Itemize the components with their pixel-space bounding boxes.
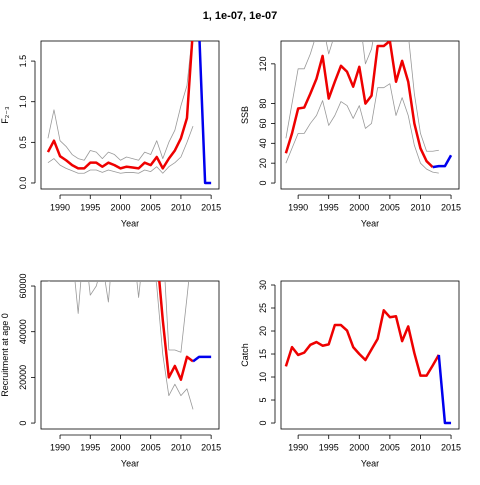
plot-area	[46, 41, 212, 185]
x-tick-label: 1990	[288, 202, 308, 212]
series-line	[284, 41, 434, 169]
series-line	[158, 281, 194, 381]
x-tick-label: 2005	[141, 202, 161, 212]
x-tick-label: 2010	[410, 202, 430, 212]
y-tick-label: 1.0	[18, 95, 28, 108]
x-axis-title: Year	[121, 458, 139, 468]
y-axis-title: Recruitment at age 0	[0, 313, 10, 397]
plot-frame	[40, 40, 220, 190]
series-line	[432, 154, 453, 169]
x-tick-label: 1990	[288, 442, 308, 452]
series-line	[285, 83, 439, 174]
panel: 1990 1995 2000 2005 2010 2015 Year 0 5 10 15 20 25 30…	[240, 280, 461, 468]
x-tick-label: 1995	[80, 202, 100, 212]
series-line	[285, 41, 439, 152]
plot-frame	[40, 280, 220, 430]
plot-frame	[280, 280, 460, 430]
series-line	[198, 41, 212, 185]
x-tick-label: 2010	[171, 442, 191, 452]
y-tick-label: 5	[258, 398, 268, 403]
y-tick-label: 0	[18, 421, 28, 426]
series-line	[284, 309, 440, 377]
y-tick-label: 20	[258, 326, 268, 336]
y-tick-label: 60	[258, 118, 268, 128]
y-tick-label: 10	[258, 372, 268, 382]
y-tick-label: 0	[258, 181, 268, 186]
plot-area	[284, 309, 452, 425]
panel: 1990 1995 2000 2005 2010 2015 Year 0.0 0.5 1.0 1.5…	[0, 40, 221, 228]
plot-frame	[280, 40, 460, 190]
y-tick-label: 20000	[18, 365, 28, 390]
x-tick-label: 2005	[380, 442, 400, 452]
y-tick-label: 40	[258, 138, 268, 148]
y-tick-label: 25	[258, 303, 268, 313]
y-tick-label: 0.5	[18, 136, 28, 149]
series-line	[192, 355, 212, 363]
y-tick-label: 15	[258, 349, 268, 359]
x-axis-title: Year	[361, 458, 379, 468]
x-tick-label: 1990	[50, 442, 70, 452]
x-tick-label: 2000	[110, 442, 130, 452]
x-tick-label: 1995	[319, 202, 339, 212]
x-axis-title: Year	[361, 218, 379, 228]
x-tick-label: 1990	[50, 202, 70, 212]
y-tick-label: 0.0	[18, 177, 28, 190]
x-tick-label: 2015	[201, 442, 221, 452]
x-tick-label: 1995	[80, 442, 100, 452]
y-tick-label: 120	[258, 56, 268, 71]
x-tick-label: 2000	[110, 202, 130, 212]
x-tick-label: 2015	[201, 202, 221, 212]
x-tick-label: 2015	[441, 202, 461, 212]
x-tick-label: 2005	[141, 442, 161, 452]
y-tick-label: 80	[258, 99, 268, 109]
series-line	[437, 354, 452, 425]
y-axis-title: SSB	[240, 106, 250, 124]
plot-area	[47, 281, 212, 410]
plot-area	[284, 41, 453, 174]
y-tick-label: 40000	[18, 319, 28, 344]
y-tick-label: 0	[258, 421, 268, 426]
series-line	[47, 125, 194, 174]
panel: 1990 1995 2000 2005 2010 2015 Year 0 20 40 60 80 120…	[240, 40, 461, 228]
x-axis-title: Year	[121, 218, 139, 228]
x-tick-label: 2015	[441, 442, 461, 452]
y-tick-label: 30	[258, 280, 268, 290]
x-tick-label: 2005	[380, 202, 400, 212]
y-axis-title: F₂₋₃	[0, 106, 10, 124]
x-tick-label: 2010	[410, 442, 430, 452]
x-tick-label: 2010	[171, 202, 191, 212]
x-tick-label: 2000	[349, 202, 369, 212]
series-line	[46, 41, 194, 170]
panel: 1990 1995 2000 2005 2010 2015 Year 0 20000 40000 6…	[0, 274, 221, 469]
x-tick-label: 2000	[349, 442, 369, 452]
y-tick-label: 20	[258, 158, 268, 168]
series-line	[164, 281, 190, 353]
y-tick-label: 1.5	[18, 55, 28, 68]
y-axis-title: Catch	[240, 343, 250, 367]
series-line	[47, 281, 194, 410]
y-tick-label: 60000	[18, 274, 28, 299]
series-line	[47, 41, 193, 161]
x-tick-label: 1995	[319, 442, 339, 452]
figure-title: 1, 1e-07, 1e-07	[203, 10, 278, 22]
